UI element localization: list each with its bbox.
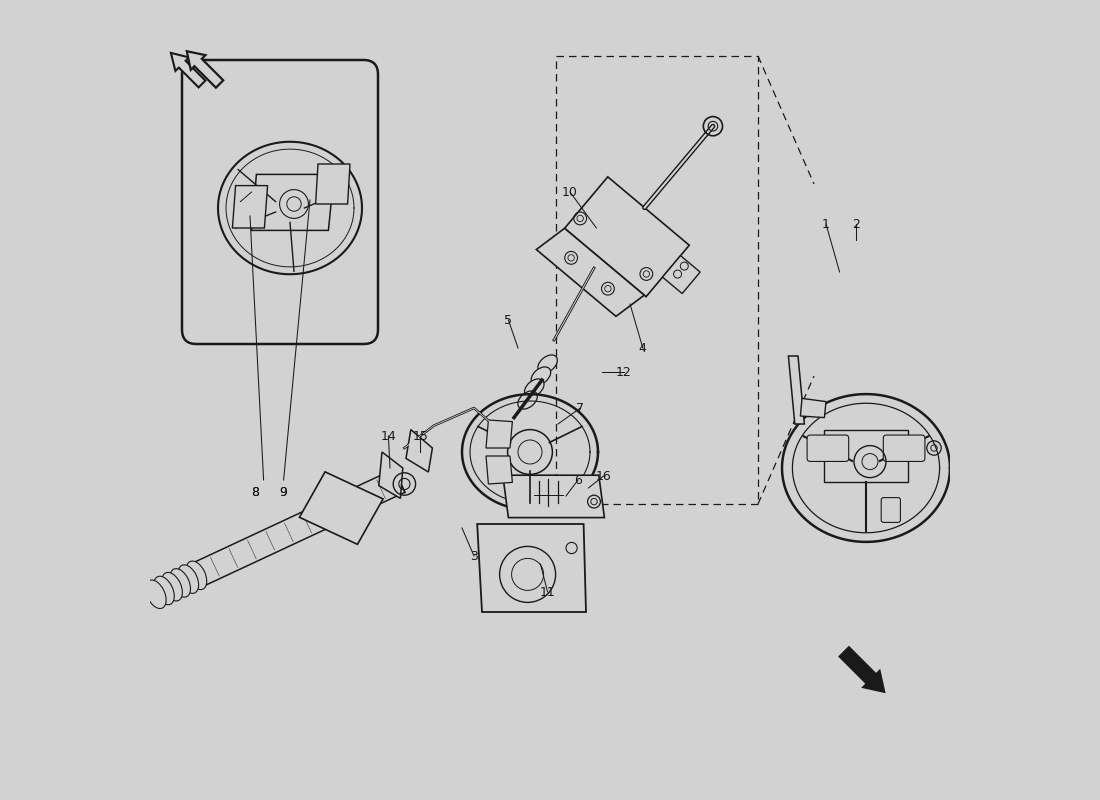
Text: 11: 11	[540, 586, 556, 598]
Polygon shape	[477, 524, 586, 612]
Ellipse shape	[154, 576, 174, 605]
Text: 10: 10	[562, 186, 578, 198]
Text: 9: 9	[279, 486, 287, 498]
Text: 1: 1	[822, 218, 829, 230]
Polygon shape	[299, 472, 383, 544]
Text: 15: 15	[412, 430, 428, 442]
Ellipse shape	[518, 391, 537, 409]
Polygon shape	[486, 456, 513, 484]
Polygon shape	[406, 430, 432, 472]
Ellipse shape	[178, 565, 199, 594]
FancyBboxPatch shape	[881, 498, 901, 522]
Polygon shape	[378, 452, 403, 498]
Text: 16: 16	[596, 470, 612, 482]
Polygon shape	[503, 475, 604, 518]
Ellipse shape	[538, 355, 558, 373]
Ellipse shape	[531, 367, 551, 385]
Polygon shape	[187, 51, 223, 88]
Polygon shape	[801, 398, 826, 418]
Polygon shape	[170, 53, 206, 87]
FancyBboxPatch shape	[239, 198, 252, 218]
Ellipse shape	[170, 569, 190, 597]
Text: 8: 8	[252, 486, 260, 498]
Text: 6: 6	[574, 474, 582, 486]
Text: 9: 9	[279, 486, 287, 498]
Ellipse shape	[162, 573, 183, 601]
Ellipse shape	[145, 580, 166, 609]
FancyBboxPatch shape	[182, 60, 378, 344]
Text: 7: 7	[576, 402, 584, 414]
Text: 3: 3	[470, 550, 477, 562]
Polygon shape	[252, 174, 334, 230]
Polygon shape	[232, 186, 267, 228]
Polygon shape	[486, 420, 513, 448]
Text: 8: 8	[252, 486, 260, 498]
Text: 4: 4	[639, 342, 647, 354]
Text: 5: 5	[505, 314, 513, 326]
Polygon shape	[824, 430, 907, 482]
Ellipse shape	[186, 561, 207, 590]
Polygon shape	[840, 647, 884, 691]
Text: 14: 14	[381, 430, 396, 442]
Polygon shape	[789, 356, 804, 424]
Text: 12: 12	[616, 366, 631, 378]
Polygon shape	[564, 177, 690, 297]
Polygon shape	[537, 228, 645, 316]
FancyBboxPatch shape	[807, 435, 849, 462]
Text: 2: 2	[852, 218, 860, 230]
Ellipse shape	[525, 379, 544, 397]
FancyBboxPatch shape	[883, 435, 925, 462]
Polygon shape	[662, 256, 700, 294]
Polygon shape	[316, 164, 350, 204]
